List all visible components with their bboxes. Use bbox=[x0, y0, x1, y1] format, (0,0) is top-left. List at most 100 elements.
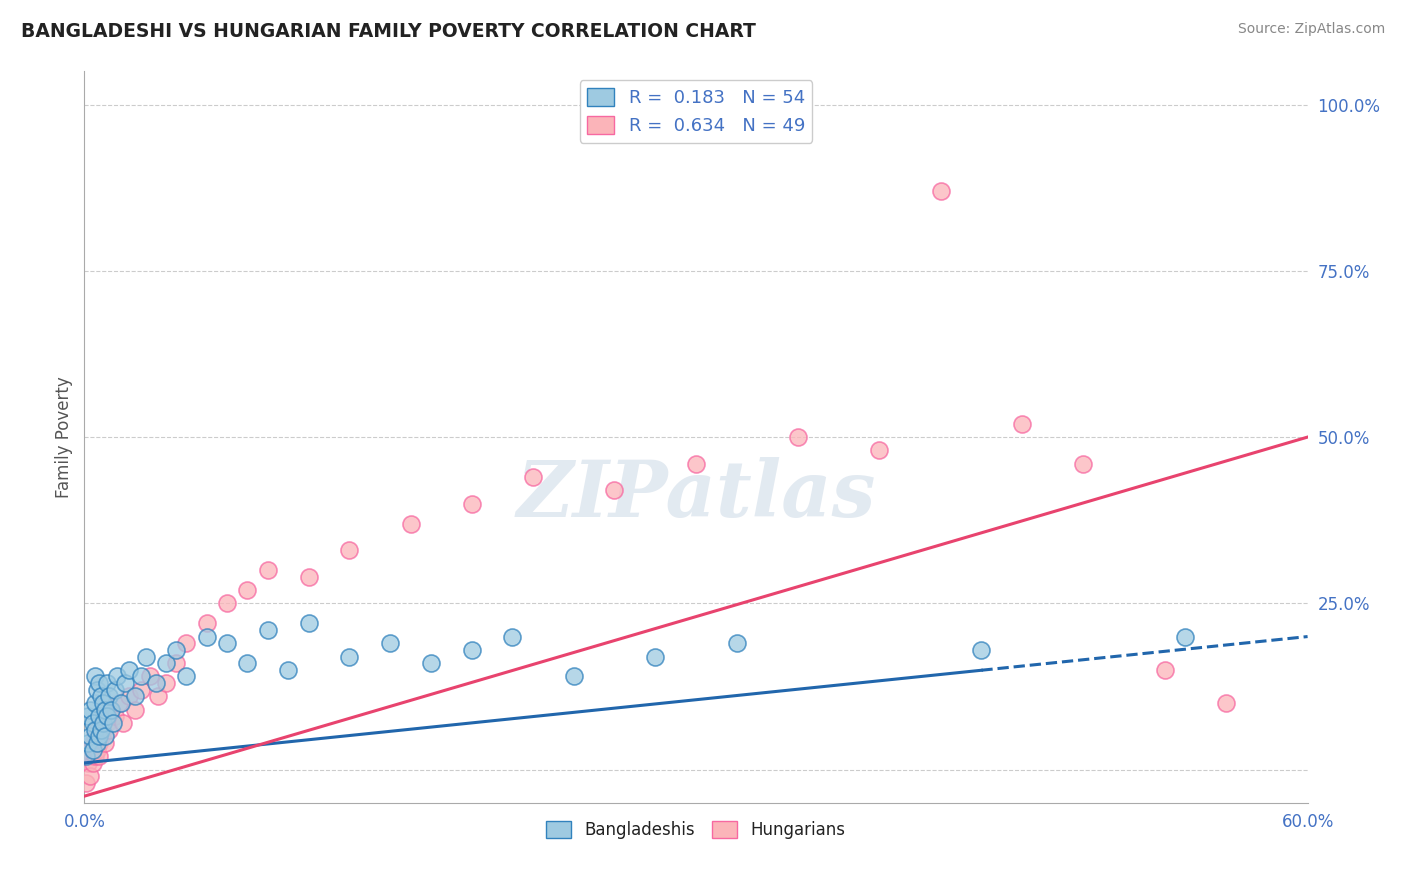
Point bbox=[90, 690, 112, 704]
Point bbox=[929, 184, 952, 198]
Point bbox=[1011, 417, 1033, 431]
Point bbox=[217, 636, 239, 650]
Point bbox=[236, 582, 259, 597]
Point bbox=[145, 676, 167, 690]
Point bbox=[104, 709, 127, 723]
Point bbox=[79, 749, 101, 764]
Point bbox=[82, 756, 104, 770]
Point bbox=[138, 669, 160, 683]
Point bbox=[83, 696, 105, 710]
Point bbox=[97, 723, 120, 737]
Point bbox=[339, 543, 361, 558]
Point bbox=[277, 663, 299, 677]
Point bbox=[112, 716, 135, 731]
Point bbox=[787, 430, 810, 444]
Point bbox=[75, 749, 97, 764]
Point bbox=[83, 723, 105, 737]
Point bbox=[86, 682, 108, 697]
Point bbox=[155, 656, 177, 670]
Text: Source: ZipAtlas.com: Source: ZipAtlas.com bbox=[1237, 22, 1385, 37]
Point bbox=[562, 669, 585, 683]
Point bbox=[105, 669, 128, 683]
Point bbox=[146, 690, 169, 704]
Legend: Bangladeshis, Hungarians: Bangladeshis, Hungarians bbox=[540, 814, 852, 846]
Point bbox=[461, 497, 484, 511]
Point bbox=[91, 716, 114, 731]
Point bbox=[87, 676, 110, 690]
Point bbox=[195, 616, 218, 631]
Point bbox=[124, 690, 146, 704]
Text: ZIPatlas: ZIPatlas bbox=[516, 458, 876, 533]
Point bbox=[174, 669, 197, 683]
Point bbox=[86, 742, 108, 756]
Point bbox=[96, 716, 118, 731]
Point bbox=[87, 749, 110, 764]
Point bbox=[131, 682, 153, 697]
Point bbox=[104, 682, 127, 697]
Point bbox=[1174, 630, 1197, 644]
Point bbox=[165, 643, 187, 657]
Point bbox=[603, 483, 626, 498]
Point bbox=[420, 656, 443, 670]
Point bbox=[77, 756, 100, 770]
Point bbox=[502, 630, 524, 644]
Point bbox=[110, 696, 132, 710]
Y-axis label: Family Poverty: Family Poverty bbox=[55, 376, 73, 498]
Point bbox=[77, 709, 100, 723]
Point bbox=[869, 443, 891, 458]
Point bbox=[86, 736, 108, 750]
Point bbox=[79, 703, 101, 717]
Point bbox=[1073, 457, 1095, 471]
Point bbox=[91, 723, 114, 737]
Point bbox=[83, 749, 105, 764]
Point bbox=[217, 596, 239, 610]
Point bbox=[83, 669, 105, 683]
Point bbox=[87, 729, 110, 743]
Point bbox=[108, 696, 131, 710]
Point bbox=[685, 457, 707, 471]
Point bbox=[97, 690, 120, 704]
Point bbox=[82, 736, 104, 750]
Point bbox=[79, 769, 101, 783]
Point bbox=[118, 690, 141, 704]
Point bbox=[100, 703, 122, 717]
Point bbox=[77, 742, 100, 756]
Point bbox=[90, 729, 112, 743]
Point bbox=[90, 709, 112, 723]
Point bbox=[87, 709, 110, 723]
Point bbox=[124, 703, 146, 717]
Point bbox=[96, 709, 118, 723]
Point bbox=[93, 736, 115, 750]
Point bbox=[86, 723, 108, 737]
Point bbox=[83, 729, 105, 743]
Text: BANGLADESHI VS HUNGARIAN FAMILY POVERTY CORRELATION CHART: BANGLADESHI VS HUNGARIAN FAMILY POVERTY … bbox=[21, 22, 756, 41]
Point bbox=[100, 703, 122, 717]
Point bbox=[77, 736, 100, 750]
Point bbox=[131, 669, 153, 683]
Point bbox=[399, 516, 422, 531]
Point bbox=[118, 663, 141, 677]
Point bbox=[96, 676, 118, 690]
Point bbox=[93, 729, 115, 743]
Point bbox=[79, 729, 101, 743]
Point bbox=[82, 716, 104, 731]
Point bbox=[725, 636, 748, 650]
Point bbox=[114, 676, 136, 690]
Point bbox=[1215, 696, 1237, 710]
Point bbox=[195, 630, 218, 644]
Point bbox=[644, 649, 666, 664]
Point bbox=[339, 649, 361, 664]
Point bbox=[91, 696, 114, 710]
Point bbox=[1154, 663, 1177, 677]
Point bbox=[165, 656, 187, 670]
Point bbox=[75, 776, 97, 790]
Point bbox=[298, 570, 321, 584]
Point bbox=[236, 656, 259, 670]
Point bbox=[298, 616, 321, 631]
Point bbox=[174, 636, 197, 650]
Point bbox=[90, 723, 112, 737]
Point bbox=[380, 636, 402, 650]
Point bbox=[522, 470, 544, 484]
Point bbox=[93, 703, 115, 717]
Point bbox=[970, 643, 993, 657]
